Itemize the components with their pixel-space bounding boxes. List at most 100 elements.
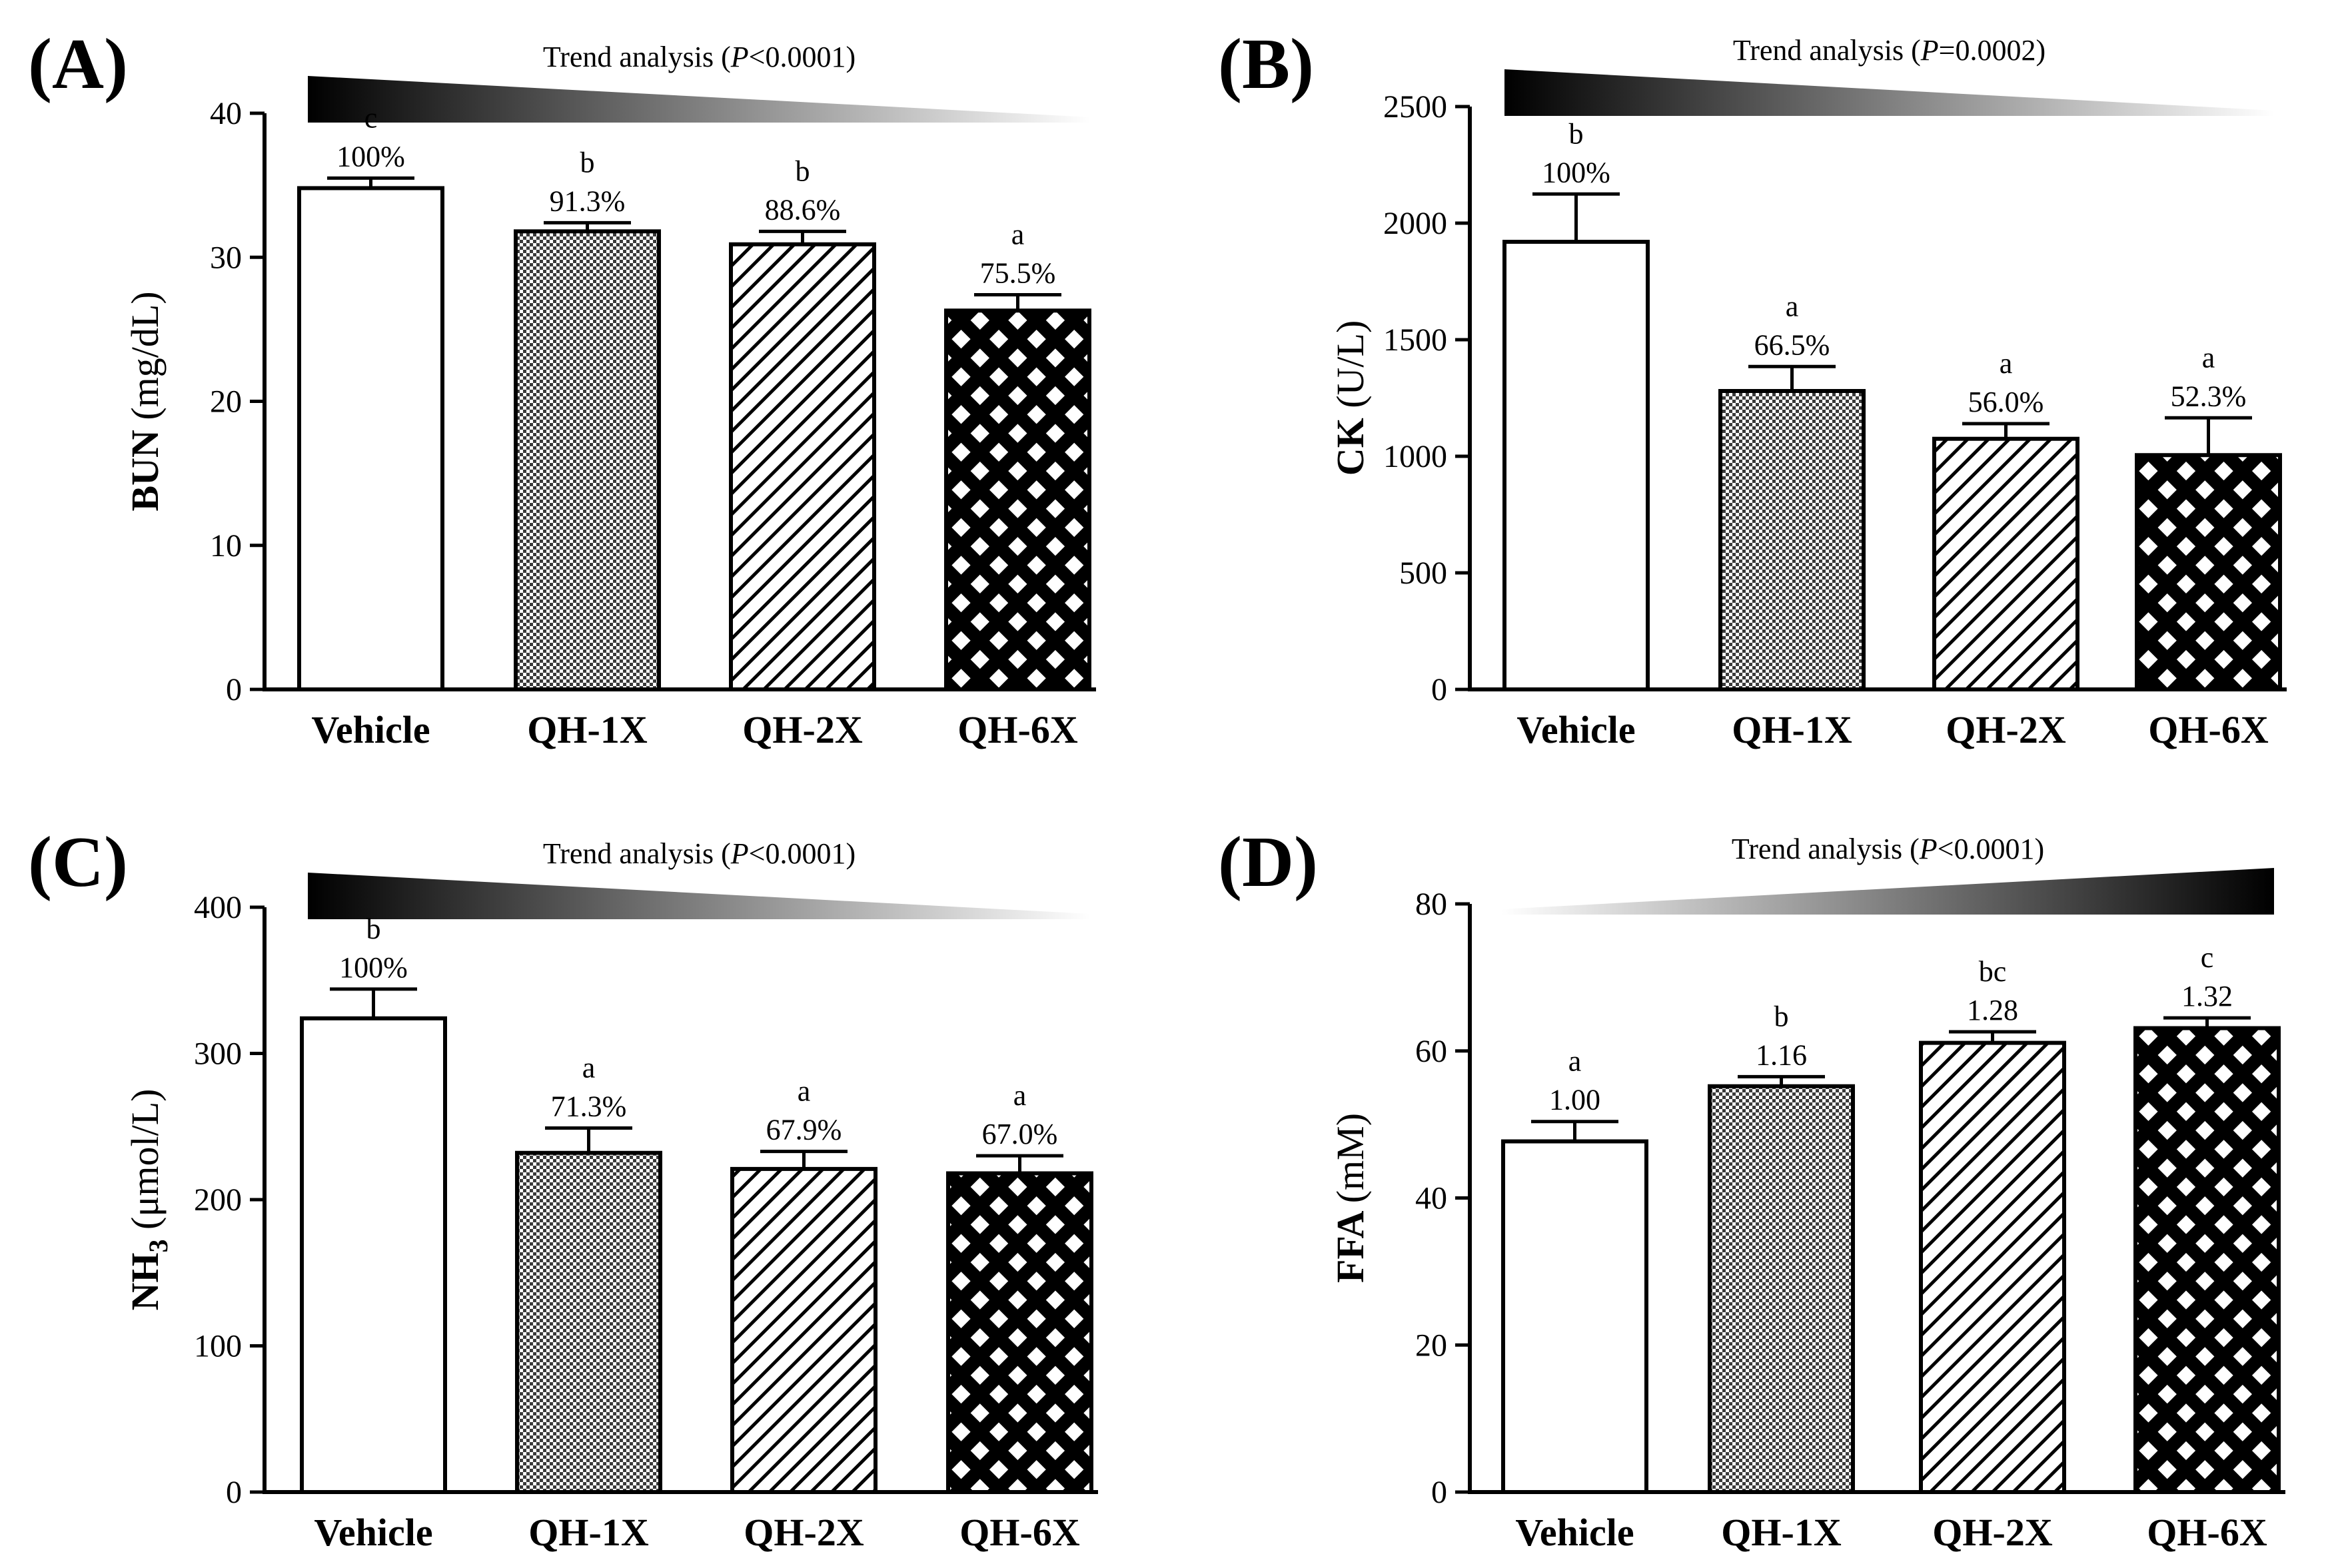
y-axis-name: CK (1329, 418, 1372, 476)
y-tick-label: 20 (1415, 1328, 1447, 1363)
y-tick-label: 200 (194, 1182, 242, 1218)
y-tick-label: 2000 (1383, 206, 1447, 241)
significance-letter: c (2201, 941, 2214, 974)
trend-suffix: <0.0001) (749, 837, 856, 870)
bar-qh-1x (1718, 389, 1866, 691)
x-tick-label: QH-1X (1721, 1511, 1842, 1554)
value-label: 75.5% (980, 256, 1056, 289)
significance-letter: b (1569, 117, 1584, 150)
significance-letter: a (2202, 341, 2215, 374)
y-tick-label: 300 (194, 1036, 242, 1072)
trend-analysis-label: Trend analysis (P<0.0001) (1732, 833, 2044, 865)
trend-prefix: Trend analysis ( (543, 41, 731, 73)
trend-p: P (730, 837, 749, 870)
value-label: 1.16 (1756, 1038, 1807, 1071)
trend-wedge (1504, 69, 2274, 116)
significance-letter: a (582, 1051, 596, 1084)
x-tick-label: QH-2X (1946, 708, 2066, 751)
bar-qh-6x (946, 1171, 1093, 1494)
y-axis-unit: (U/L) (1329, 320, 1372, 408)
value-label: 67.9% (766, 1114, 842, 1146)
y-tick-label: 500 (1399, 556, 1447, 591)
y-axis-unit: (μmol/L) (123, 1089, 167, 1230)
bar-qh-6x (2135, 453, 2282, 691)
y-tick-label: 60 (1415, 1034, 1447, 1069)
y-tick-label: 400 (194, 890, 242, 925)
value-label: 66.5% (1754, 328, 1830, 361)
bar-qh-6x (2133, 1026, 2281, 1494)
significance-letter: a (1013, 1079, 1027, 1112)
bar-qh-1x (1708, 1084, 1855, 1494)
panel-label: (B) (1218, 25, 1314, 104)
y-axis-name: FFA (1329, 1210, 1372, 1283)
significance-letter: b (1774, 1000, 1789, 1032)
significance-letter: a (2000, 347, 2013, 380)
significance-letter: b (796, 155, 810, 187)
x-tick-label: QH-1X (1732, 708, 1852, 751)
trend-prefix: Trend analysis ( (1732, 833, 1920, 865)
chart-panel-2: (B) Trend analysis (P=0.0002) 0 500 1000 1500… (1218, 25, 2287, 751)
value-label: 100% (339, 951, 408, 984)
y-tick-label: 10 (210, 528, 242, 564)
value-label: 88.6% (765, 193, 841, 226)
significance-letter: b (366, 913, 381, 945)
y-tick-label: 40 (210, 96, 242, 131)
y-axis-unit: (mg/dL) (123, 291, 167, 420)
x-tick-label: QH-1X (528, 1511, 649, 1554)
chart-panel-4: (D) Trend analysis (P<0.0001) 0 20 40 60 80 FFA… (1218, 823, 2285, 1554)
y-tick-label: 1500 (1383, 322, 1447, 358)
trend-wedge (1502, 868, 2274, 915)
value-label: 71.3% (551, 1090, 627, 1122)
panel-label: (C) (28, 823, 128, 902)
y-axis-subscript: 3 (143, 1240, 173, 1253)
y-axis-spacer (1329, 1203, 1372, 1213)
x-tick-label: QH-6X (957, 708, 1078, 751)
y-axis-label: CK (U/L) (1329, 320, 1372, 476)
trend-p: P (1919, 833, 1938, 865)
x-tick-label: QH-2X (742, 708, 863, 751)
x-tick-label: Vehicle (1515, 1511, 1634, 1554)
trend-analysis-label: Trend analysis (P<0.0001) (543, 837, 856, 870)
bar-qh-2x (729, 242, 876, 692)
x-tick-label: QH-6X (959, 1511, 1080, 1554)
significance-letter: c (364, 101, 378, 134)
panel-label: (A) (28, 25, 128, 104)
value-label: 67.0% (982, 1118, 1058, 1150)
bar-qh-6x (944, 308, 1091, 691)
significance-letter: a (798, 1075, 811, 1108)
trend-wedge (308, 76, 1091, 123)
y-tick-label: 0 (226, 1475, 242, 1510)
y-axis-label: NH3 (μmol/L) (123, 1089, 173, 1311)
y-tick-label: 80 (1415, 887, 1447, 922)
value-label: 1.00 (1549, 1084, 1600, 1116)
y-tick-label: 40 (1415, 1181, 1447, 1216)
significance-letter: a (1011, 218, 1025, 250)
bar-qh-1x (514, 229, 661, 691)
bar-vehicle (297, 186, 444, 691)
trend-suffix: <0.0001) (1938, 833, 2044, 865)
y-axis-label: BUN (mg/dL) (123, 291, 167, 511)
value-label: 1.28 (1967, 994, 2018, 1026)
value-label: 56.0% (1968, 386, 2044, 418)
x-tick-label: QH-6X (2148, 708, 2269, 751)
y-axis-name: BUN (123, 430, 167, 512)
panels: (A) Trend analysis (P<0.0001)010203040BUN… (28, 25, 2287, 1554)
bar-vehicle (1501, 1139, 1648, 1494)
value-label: 100% (336, 140, 405, 173)
value-label: 52.3% (2171, 380, 2247, 412)
bar-qh-2x (730, 1166, 878, 1495)
y-tick-label: 20 (210, 384, 242, 420)
trend-p: P (730, 41, 749, 73)
x-tick-label: QH-1X (527, 708, 648, 751)
trend-suffix: =0.0002) (1939, 34, 2046, 67)
panel-label: (D) (1218, 823, 1318, 902)
y-axis-spacer (123, 420, 167, 430)
trend-prefix: Trend analysis ( (543, 837, 731, 870)
value-label: 91.3% (550, 185, 626, 217)
x-tick-label: Vehicle (311, 708, 430, 751)
significance-letter: b (580, 146, 595, 179)
y-axis-spacer (123, 1230, 167, 1240)
bar-qh-2x (1932, 436, 2079, 691)
significance-letter: a (1568, 1045, 1582, 1078)
y-tick-label: 0 (1431, 1475, 1447, 1510)
